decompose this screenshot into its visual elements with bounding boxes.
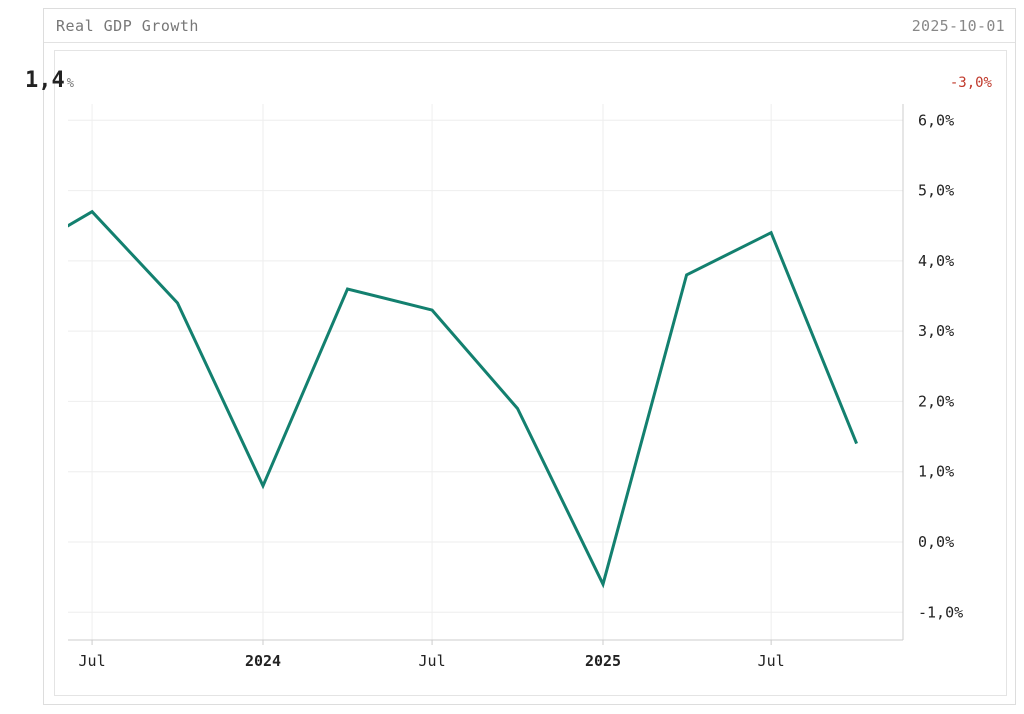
x-tick-label: 2025 xyxy=(585,652,621,670)
data-point xyxy=(262,484,265,487)
data-point xyxy=(176,302,179,305)
as-of-date: 2025-10-01 xyxy=(911,17,1005,35)
data-point xyxy=(6,259,9,262)
x-tick-label: Jul xyxy=(79,652,106,670)
x-tick-label: Jul xyxy=(419,652,446,670)
y-tick-label: -1,0% xyxy=(918,603,963,621)
change-value: -3,0% xyxy=(949,75,992,91)
y-tick-label: 6,0% xyxy=(918,111,954,129)
series-line xyxy=(68,209,858,589)
data-point xyxy=(602,583,605,586)
chart-title: Real GDP Growth xyxy=(56,17,199,35)
data-point xyxy=(346,287,349,290)
y-tick-label: 2,0% xyxy=(918,392,954,410)
y-tick-label: 4,0% xyxy=(918,252,954,270)
data-point xyxy=(770,231,773,234)
y-tick-label: 5,0% xyxy=(918,182,954,200)
y-tick-label: 1,0% xyxy=(918,463,954,481)
current-value-number: 1,4 xyxy=(25,68,65,93)
data-point xyxy=(91,210,94,213)
chart-card: Real GDP Growth 2025-10-01 xyxy=(43,8,1016,705)
x-tick-label: Jul xyxy=(758,652,785,670)
data-point xyxy=(516,407,519,410)
chart-panel xyxy=(54,50,1007,696)
x-tick-label: 2024 xyxy=(245,652,281,670)
data-point xyxy=(685,273,688,276)
data-point xyxy=(431,309,434,312)
y-tick-label: 0,0% xyxy=(918,533,954,551)
card-header: Real GDP Growth 2025-10-01 xyxy=(44,9,1015,43)
current-value-unit: % xyxy=(66,76,74,90)
y-tick-label: 3,0% xyxy=(918,322,954,340)
data-point xyxy=(855,442,858,445)
current-value: 1,4% xyxy=(25,68,74,93)
